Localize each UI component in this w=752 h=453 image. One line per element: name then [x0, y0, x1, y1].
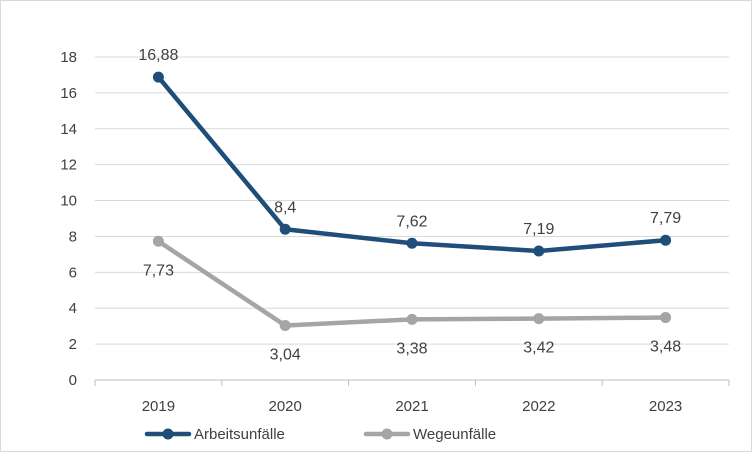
- series-line-1: [156, 239, 668, 328]
- data-point: [406, 237, 418, 249]
- data-label: 3,38: [396, 340, 427, 357]
- data-label: 7,79: [650, 210, 681, 227]
- x-tick-label-2022: 2022: [522, 398, 555, 415]
- x-tick-label-2020: 2020: [269, 398, 302, 415]
- legend-label-1: Wegeunfälle: [413, 426, 496, 443]
- grid-lines: [95, 56, 729, 345]
- data-point: [279, 223, 291, 235]
- x-tick-label-2023: 2023: [649, 398, 682, 415]
- y-tick-label: 4: [69, 300, 77, 317]
- data-label: 7,62: [396, 213, 427, 230]
- legend-marker-0: [162, 428, 174, 440]
- y-tick-label: 0: [69, 372, 77, 389]
- y-tick-label: 14: [60, 121, 77, 138]
- data-label: 16,88: [138, 47, 178, 64]
- data-point: [660, 234, 672, 246]
- data-point: [533, 245, 545, 257]
- data-point: [660, 312, 672, 324]
- series: [152, 71, 672, 331]
- legend-label-0: Arbeitsunfälle: [194, 426, 285, 443]
- data-label: 3,42: [523, 340, 554, 357]
- data-label: 3,04: [270, 346, 301, 363]
- data-labels: 16,88 8,4 7,62 7,19 7,79 7,73 3,04 3,38 3,42 3,48: [138, 47, 681, 363]
- y-tick-label: 10: [60, 193, 77, 210]
- data-point: [533, 313, 545, 325]
- data-label: 7,19: [523, 221, 554, 238]
- data-point: [279, 319, 291, 331]
- data-label: 8,4: [274, 199, 296, 216]
- data-label: 7,73: [143, 262, 174, 279]
- data-point: [152, 235, 164, 247]
- y-tick-label: 12: [60, 157, 77, 174]
- data-label: 3,48: [650, 339, 681, 356]
- y-tick-label: 16: [60, 85, 77, 102]
- x-tick-label-2021: 2021: [395, 398, 428, 415]
- y-tick-label: 2: [69, 336, 77, 353]
- y-tick-label: 6: [69, 264, 77, 281]
- legend-marker-1: [381, 428, 393, 440]
- data-point: [406, 313, 418, 325]
- y-tick-label: 8: [69, 228, 77, 245]
- y-tick-label: 18: [60, 49, 77, 66]
- data-point: [152, 71, 164, 83]
- axes: 0 2 4 6 8 10 12 14 16 18 2019 2020 2021 2022 2023: [60, 49, 730, 415]
- legend: Arbeitsunfälle Wegeunfälle: [144, 426, 496, 443]
- x-tick-label-2019: 2019: [142, 398, 175, 415]
